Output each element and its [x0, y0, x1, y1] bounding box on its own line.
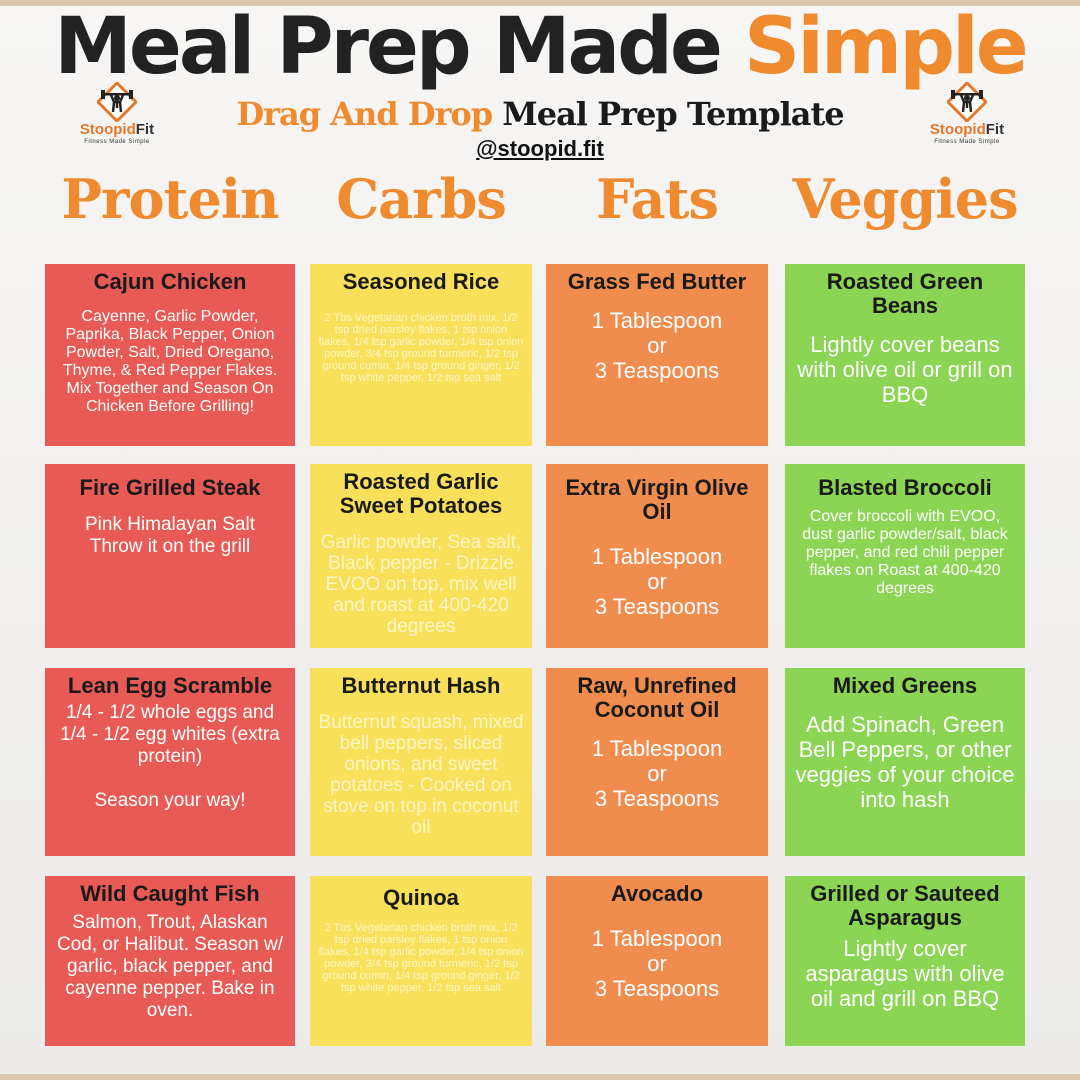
social-handle-link[interactable]: @stoopid.fit [476, 136, 604, 161]
card-title: Roasted Garlic Sweet Potatoes [339, 469, 503, 518]
card-description: 1 Tablespoon or 3 Teaspoons [591, 308, 723, 383]
card-description: Add Spinach, Green Bell Peppers, or othe… [795, 712, 1015, 812]
column-heading-carbs: Carbs [336, 167, 507, 231]
card-description: 1/4 - 1/2 whole eggs and 1/4 - 1/2 egg w… [60, 702, 280, 811]
card-description: 2 Tbs Vegetarian chicken broth mix, 1/2 … [318, 922, 524, 994]
card-description: Cover broccoli with EVOO, dust garlic po… [802, 508, 1008, 597]
meal-card-veggies[interactable]: Roasted Green Beans Lightly cover beans … [785, 264, 1025, 446]
card-title: Fire Grilled Steak [79, 475, 261, 500]
card-title: Lean Egg Scramble [67, 673, 273, 698]
page-title: Meal Prep Made Simple [0, 2, 1080, 92]
card-title: Cajun Chicken [93, 269, 247, 294]
card-description: Lightly cover asparagus with olive oil a… [805, 936, 1005, 1011]
card-description: 1 Tablespoon or 3 Teaspoons [591, 736, 723, 811]
meal-card-protein[interactable]: Fire Grilled Steak Pink Himalayan Salt T… [45, 464, 295, 648]
meal-card-carbs[interactable]: Seasoned Rice 2 Tbs Vegetarian chicken b… [310, 264, 532, 446]
meal-card-protein[interactable]: Wild Caught Fish Salmon, Trout, Alaskan … [45, 876, 295, 1046]
card-title: Grass Fed Butter [567, 269, 747, 294]
card-title: Extra Virgin Olive Oil [565, 475, 749, 524]
card-title: Raw, Unrefined Coconut Oil [577, 673, 737, 722]
brand-logo-left: StoopidFit Fitness Made Simple [62, 82, 172, 152]
meal-card-veggies[interactable]: Grilled or Sauteed Asparagus Lightly cov… [785, 876, 1025, 1046]
title-accent-text: Simple [744, 2, 1029, 92]
meal-card-carbs[interactable]: Roasted Garlic Sweet Potatoes Garlic pow… [310, 464, 532, 648]
subtitle-accent-text: Drag And Drop [236, 95, 493, 133]
card-description: 2 Tbs Vegetarian chicken broth mix, 1/2 … [318, 312, 524, 384]
card-description: Garlic powder, Sea salt, Black pepper - … [320, 532, 522, 637]
card-title: Roasted Green Beans [826, 269, 984, 318]
meal-card-carbs[interactable]: Quinoa 2 Tbs Vegetarian chicken broth mi… [310, 876, 532, 1046]
card-title: Grilled or Sauteed Asparagus [810, 881, 1000, 930]
logo-brand-text: StoopidFit [79, 121, 155, 138]
weightlifter-icon [947, 82, 987, 122]
meal-card-protein[interactable]: Cajun Chicken Cayenne, Garlic Powder, Pa… [45, 264, 295, 446]
page-subtitle: Drag And Drop Meal Prep Template [0, 92, 1080, 136]
card-description: Cayenne, Garlic Powder, Paprika, Black P… [62, 308, 278, 415]
meal-card-carbs[interactable]: Butternut Hash Butternut squash, mixed b… [310, 668, 532, 856]
card-description: 1 Tablespoon or 3 Teaspoons [591, 544, 723, 619]
meal-card-veggies[interactable]: Mixed Greens Add Spinach, Green Bell Pep… [785, 668, 1025, 856]
logo-tagline: Fitness Made Simple [934, 139, 1000, 145]
weightlifter-icon [97, 82, 137, 122]
column-heading-veggies: Veggies [792, 167, 1018, 231]
card-description: Butternut squash, mixed bell peppers, sl… [318, 712, 524, 838]
meal-card-fats[interactable]: Extra Virgin Olive Oil 1 Tablespoon or 3… [546, 464, 768, 648]
logo-brand-text: StoopidFit [929, 121, 1005, 138]
title-dark-text: Meal Prep Made [54, 2, 723, 92]
meal-card-fats[interactable]: Raw, Unrefined Coconut Oil 1 Tablespoon … [546, 668, 768, 856]
meal-card-protein[interactable]: Lean Egg Scramble 1/4 - 1/2 whole eggs a… [45, 668, 295, 856]
meal-card-veggies[interactable]: Blasted Broccoli Cover broccoli with EVO… [785, 464, 1025, 648]
card-title: Avocado [610, 881, 704, 906]
card-title: Butternut Hash [341, 673, 501, 698]
meal-card-fats[interactable]: Grass Fed Butter 1 Tablespoon or 3 Teasp… [546, 264, 768, 446]
logo-tagline: Fitness Made Simple [84, 139, 150, 145]
brand-logo-right: StoopidFit Fitness Made Simple [912, 82, 1022, 152]
card-title: Blasted Broccoli [818, 475, 992, 500]
meal-card-fats[interactable]: Avocado 1 Tablespoon or 3 Teaspoons [546, 876, 768, 1046]
card-title: Seasoned Rice [342, 269, 500, 294]
card-description: 1 Tablespoon or 3 Teaspoons [591, 926, 723, 1001]
column-heading-fats: Fats [596, 167, 719, 231]
subtitle-dark-text: Meal Prep Template [502, 95, 844, 133]
column-heading-protein: Protein [61, 167, 279, 231]
card-title: Wild Caught Fish [80, 881, 260, 906]
card-description: Pink Himalayan Salt Throw it on the gril… [84, 514, 256, 557]
card-title: Quinoa [383, 885, 459, 910]
card-description: Lightly cover beans with olive oil or gr… [797, 332, 1013, 407]
card-description: Salmon, Trout, Alaskan Cod, or Halibut. … [56, 912, 283, 1021]
card-title: Mixed Greens [832, 673, 978, 698]
